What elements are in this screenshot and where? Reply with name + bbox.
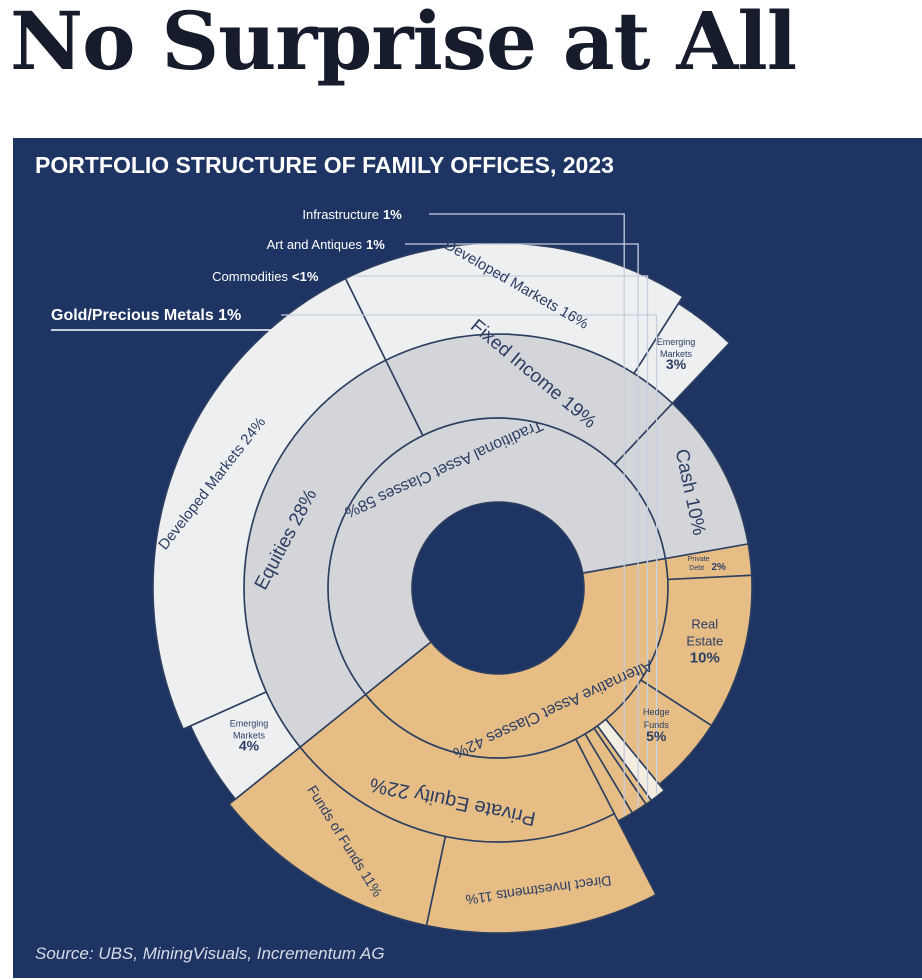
label-real-estate-3: 10% bbox=[690, 650, 720, 667]
callout-infrastructure-value: 1% bbox=[383, 207, 402, 222]
label-private-debt-2: Debt bbox=[689, 565, 704, 572]
chart-segments bbox=[152, 242, 753, 934]
label-hedge-funds-1: Hedge bbox=[643, 707, 670, 717]
label-em-equities-1: Emerging bbox=[230, 718, 269, 728]
callout-commodities-value: <1% bbox=[292, 269, 319, 284]
segment-fixed-income-emerging-markets bbox=[632, 302, 731, 405]
callout-line-gold bbox=[281, 314, 658, 795]
callout-art-and-antiques-value: 1% bbox=[366, 237, 385, 252]
infographic-panel: Alternative Asset Classes 42% Traditional… bbox=[13, 138, 922, 978]
label-hedge-funds-2: Funds bbox=[644, 720, 670, 730]
label-em-fixed-income-1: Emerging bbox=[657, 337, 696, 347]
segment-equities-developed-markets bbox=[152, 277, 387, 731]
callout-line-art bbox=[405, 243, 639, 808]
callout-infrastructure: Infrastructure bbox=[302, 207, 379, 222]
callout-lines bbox=[281, 213, 658, 816]
callout-art-and-antiques: Art and Antiques bbox=[267, 237, 363, 252]
callout-commodities: Commodities bbox=[212, 269, 288, 284]
source-note: Source: UBS, MiningVisuals, Incrementum … bbox=[35, 944, 385, 963]
callout-line-comm bbox=[353, 275, 649, 801]
label-real-estate-2: Estate bbox=[686, 634, 723, 649]
sunburst-chart: Alternative Asset Classes 42%Traditional… bbox=[51, 207, 753, 934]
label-real-estate-1: Real bbox=[691, 617, 718, 632]
chart-title: PORTFOLIO STRUCTURE OF FAMILY OFFICES, 2… bbox=[35, 152, 614, 178]
label-em-equities-3: 4% bbox=[239, 737, 260, 753]
label-em-fixed-income-2: Markets bbox=[660, 349, 693, 359]
label-private-debt-3: 2% bbox=[711, 562, 726, 573]
callout-gold-precious-metals: Gold/Precious Metals 1% bbox=[51, 307, 241, 324]
label-private-debt-1: Private bbox=[688, 556, 710, 563]
page-headline: No Surprise at All bbox=[10, 0, 797, 88]
segment-funds-of-funds bbox=[228, 746, 447, 927]
label-em-fixed-income-3: 3% bbox=[666, 356, 687, 372]
label-hedge-funds-3: 5% bbox=[646, 728, 667, 744]
label-em-equities-2: Markets bbox=[233, 730, 266, 740]
callout-line-infra bbox=[429, 213, 625, 816]
